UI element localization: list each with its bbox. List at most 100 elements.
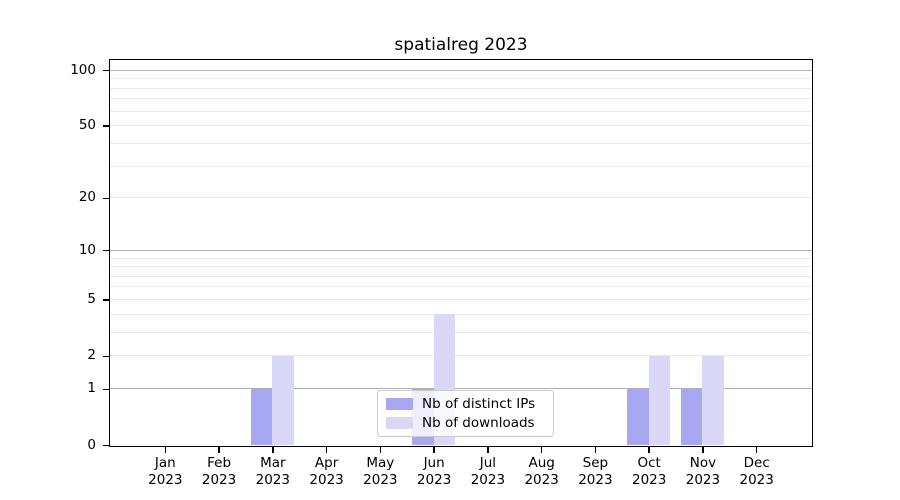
y-axis-tick-label: 50 (78, 117, 96, 134)
y-axis-tick-label: 0 (87, 436, 96, 453)
legend-swatch-downloads (386, 417, 413, 429)
minor-gridline (110, 78, 812, 80)
x-tick-month: Aug (528, 455, 555, 471)
minor-gridline (110, 266, 812, 268)
x-tick-year: 2023 (416, 472, 452, 488)
y-axis-tick (103, 299, 109, 301)
x-axis-tick-label: Mar 2023 (233, 455, 313, 489)
x-tick-year: 2023 (309, 472, 344, 488)
major-gridline (110, 388, 812, 390)
legend: Nb of distinct IPs Nb of downloads (377, 390, 554, 437)
bar-downloads (702, 355, 725, 446)
x-axis-tick (594, 447, 597, 453)
x-axis-tick-label: Jan 2023 (125, 455, 205, 489)
y-axis-tick-label: 10 (78, 241, 96, 258)
legend-row-distinct-ips: Nb of distinct IPs (386, 396, 545, 412)
minor-gridline (110, 257, 812, 259)
plot-area (109, 59, 813, 447)
minor-gridline (110, 125, 812, 127)
minor-gridline (110, 87, 812, 89)
y-axis-tick (103, 197, 109, 199)
bar-downloads (648, 355, 671, 446)
x-axis-tick-label: Dec 2023 (717, 455, 797, 489)
y-axis-tick-label: 2 (87, 347, 96, 364)
x-tick-year: 2023 (578, 472, 613, 488)
x-tick-year: 2023 (148, 472, 183, 488)
legend-label-downloads: Nb of downloads (422, 415, 535, 431)
y-axis-tick (103, 444, 109, 447)
x-tick-month: Oct (637, 455, 661, 471)
x-axis-tick (756, 447, 758, 453)
y-axis-tick-label: 5 (87, 291, 96, 307)
x-tick-month: Sep (582, 455, 609, 471)
x-axis-tick (218, 447, 220, 453)
x-tick-month: Feb (207, 455, 232, 471)
x-axis-tick (164, 447, 166, 453)
x-tick-month: Apr (314, 455, 339, 471)
bar-distinct-ips (627, 388, 649, 446)
x-tick-month: Jan (154, 455, 176, 471)
x-axis-tick (648, 447, 650, 453)
minor-gridline (110, 165, 812, 167)
x-tick-month: Jun (423, 455, 445, 471)
y-axis-tick (103, 125, 109, 127)
x-tick-month: May (366, 455, 395, 471)
x-axis-tick-label: Feb 2023 (179, 455, 259, 489)
x-axis-tick (433, 447, 435, 453)
x-axis-tick (540, 447, 543, 453)
minor-gridline (110, 275, 812, 277)
legend-label-distinct-ips: Nb of distinct IPs (422, 396, 536, 412)
x-tick-month: Dec (743, 455, 770, 471)
x-tick-year: 2023 (739, 472, 774, 488)
bar-downloads (272, 355, 294, 446)
legend-row-downloads: Nb of downloads (386, 415, 545, 431)
y-axis-tick-label: 1 (87, 380, 96, 397)
y-axis-tick (103, 250, 109, 252)
minor-gridline (110, 331, 812, 333)
y-axis-tick (103, 388, 109, 390)
x-axis-tick (272, 447, 274, 453)
x-tick-year: 2023 (631, 472, 667, 488)
minor-gridline (110, 142, 812, 144)
x-tick-month: Nov (689, 455, 717, 471)
plot-inner (110, 60, 812, 446)
minor-gridline (110, 98, 812, 100)
x-axis-tick-label: Nov 2023 (663, 455, 743, 489)
chart-title: spatialreg 2023 (394, 35, 528, 55)
y-axis-tick-label: 20 (78, 189, 96, 206)
y-axis-tick-label: 100 (70, 61, 96, 78)
minor-gridline (110, 110, 812, 112)
x-axis-tick-label: Apr 2023 (287, 455, 367, 489)
minor-gridline (110, 299, 812, 300)
x-tick-year: 2023 (363, 472, 398, 488)
x-tick-year: 2023 (470, 472, 506, 488)
minor-gridline (110, 355, 812, 357)
minor-gridline (110, 313, 812, 315)
x-tick-year: 2023 (255, 472, 290, 488)
y-axis-tick (103, 69, 109, 72)
x-axis-tick-label: Aug 2023 (502, 455, 582, 489)
major-gridline (110, 249, 812, 251)
x-axis-tick-label: May 2023 (340, 455, 420, 489)
x-axis-tick (487, 447, 489, 453)
x-axis-tick-label: Oct 2023 (609, 455, 689, 489)
x-axis-tick (702, 447, 704, 453)
x-axis-tick (325, 447, 328, 453)
x-axis-tick-label: Jun 2023 (394, 455, 474, 489)
x-tick-year: 2023 (201, 472, 237, 488)
minor-gridline (110, 286, 812, 288)
major-gridline (110, 69, 812, 71)
x-tick-month: Jul (479, 455, 497, 471)
bar-distinct-ips (680, 388, 703, 446)
x-axis-tick-label: Sep 2023 (555, 455, 635, 489)
minor-gridline (110, 197, 812, 199)
bar-distinct-ips (250, 388, 273, 446)
y-axis-tick (103, 355, 109, 358)
x-tick-month: Mar (260, 455, 286, 471)
x-axis-tick (379, 447, 382, 453)
x-axis-tick-label: Jul 2023 (448, 455, 528, 489)
x-tick-year: 2023 (524, 472, 559, 488)
x-tick-year: 2023 (685, 472, 721, 488)
legend-swatch-distinct-ips (386, 398, 413, 410)
